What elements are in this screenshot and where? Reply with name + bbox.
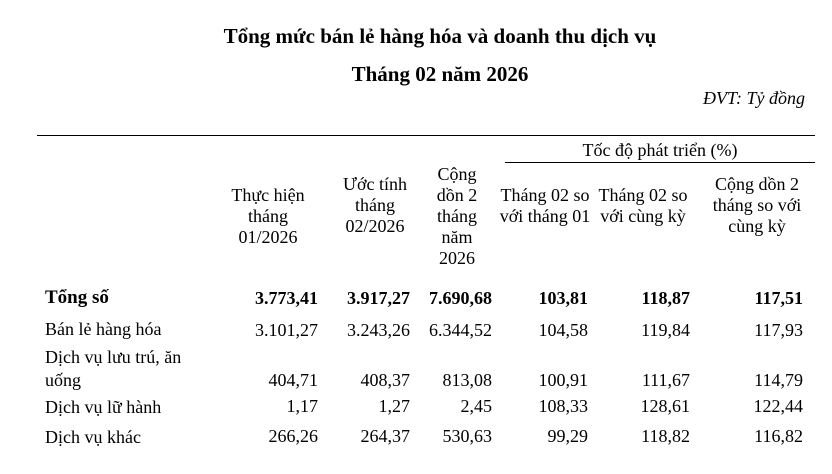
table-cell: 3.101,27 (255, 320, 318, 340)
group-header-rule (505, 162, 815, 163)
table-cell: 103,81 (538, 288, 589, 308)
table-cell: 128,61 (640, 396, 691, 416)
row-label: Dịch vụ lưu trú, ăn uống (45, 347, 182, 390)
table-cell: 1,27 (378, 396, 411, 416)
table-cell: 114,79 (754, 370, 803, 390)
group-header: Tốc độ phát triển (%) (582, 140, 738, 160)
table-cell: 122,44 (753, 396, 804, 416)
table-cell: 266,26 (268, 426, 319, 446)
table-top-rule (37, 135, 815, 136)
column-header: Thực hiện tháng 01/2026 (231, 185, 305, 247)
table-cell: 3.773,41 (255, 288, 318, 308)
table-cell: 7.690,68 (429, 288, 492, 308)
row-label: Dịch vụ lữ hành (45, 397, 162, 417)
table-cell: 116,82 (754, 426, 803, 446)
table-cell: 117,51 (754, 288, 803, 308)
table-cell: 99,29 (547, 426, 589, 446)
column-header: Tháng 02 so với cùng kỳ (598, 185, 688, 226)
row-label: Bán lẻ hàng hóa (45, 319, 162, 339)
table-cell: 813,08 (442, 370, 493, 390)
table-cell: 108,33 (538, 396, 589, 416)
column-header: Cộng dồn 2 tháng so với cùng kỳ (712, 174, 802, 236)
table-cell: 264,37 (360, 426, 411, 446)
page-title: Tổng mức bán lẻ hàng hóa và doanh thu dị… (223, 24, 657, 48)
table-cell: 118,87 (641, 288, 690, 308)
table-cell: 408,37 (360, 370, 411, 390)
table-cell: 111,67 (641, 370, 690, 390)
table-cell: 404,71 (268, 370, 319, 390)
table-cell: 104,58 (538, 320, 589, 340)
table-cell: 1,17 (286, 396, 319, 416)
table-cell: 6.344,52 (429, 320, 492, 340)
page-subtitle: Tháng 02 năm 2026 (351, 62, 529, 86)
column-header: Ước tính tháng 02/2026 (343, 174, 407, 236)
table-cell: 118,82 (641, 426, 690, 446)
table-cell: 100,91 (538, 370, 589, 390)
row-label: Dịch vụ khác (45, 427, 141, 447)
table-cell: 3.917,27 (347, 288, 410, 308)
column-header: Tháng 02 so với tháng 01 (499, 185, 591, 226)
table-cell: 530,63 (442, 426, 493, 446)
table-cell: 117,93 (754, 320, 803, 340)
table-cell: 3.243,26 (347, 320, 410, 340)
unit-label: ĐVT: Tỷ đồng (702, 88, 805, 108)
column-header: Cộng dồn 2 tháng năm 2026 (436, 164, 478, 268)
table-cell: 2,45 (460, 396, 493, 416)
table-cell: 119,84 (641, 320, 690, 340)
row-label: Tổng số (45, 287, 109, 308)
